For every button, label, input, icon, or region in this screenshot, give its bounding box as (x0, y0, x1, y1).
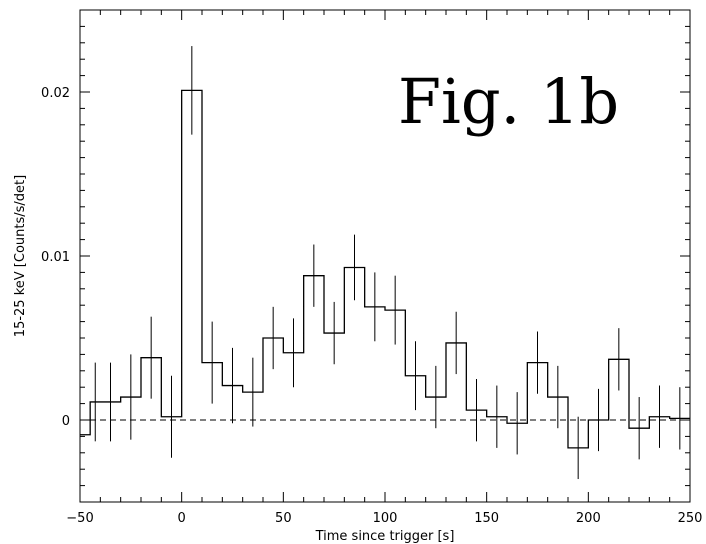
axis-ticks (79, 10, 691, 503)
x-tick-label: 150 (474, 511, 499, 526)
x-axis-label: Time since trigger [s] (315, 529, 455, 544)
x-tick-label: 100 (373, 511, 398, 526)
y-axis-label: 15-25 keV [Counts/s/det] (13, 175, 28, 337)
x-tick-label: −50 (66, 511, 93, 526)
y-tick-label: 0 (62, 414, 70, 429)
axis-tick-labels: −50 0 50 100 150 200 250 0 0.01 0.02 (41, 86, 702, 526)
x-tick-label: 250 (678, 511, 703, 526)
x-tick-label: 200 (576, 511, 601, 526)
x-tick-label: 0 (178, 511, 186, 526)
figure-title: Fig. 1b (398, 65, 619, 138)
histogram-series (80, 89, 690, 449)
y-tick-label: 0.02 (41, 86, 70, 101)
y-tick-label: 0.01 (41, 250, 70, 265)
error-bars (94, 46, 681, 480)
x-tick-label: 50 (275, 511, 292, 526)
